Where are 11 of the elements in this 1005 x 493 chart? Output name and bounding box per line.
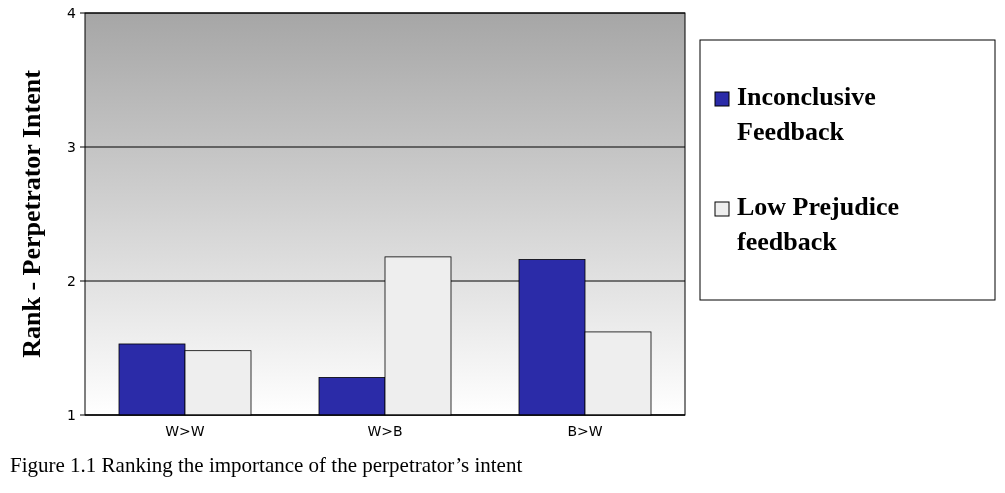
x-tick-label: W>W xyxy=(165,422,205,439)
y-tick-label: 4 xyxy=(67,4,77,21)
y-axis-title: Rank - Perpetrator Intent xyxy=(17,69,46,358)
x-tick-label: W>B xyxy=(367,422,403,439)
y-tick-label: 2 xyxy=(67,272,76,289)
legend-label: Low Prejudice feedback xyxy=(737,192,899,256)
y-tick-label: 1 xyxy=(67,406,76,423)
legend-label: Inconclusive Feedback xyxy=(737,82,876,146)
caption: Figure 1.1 Ranking the importance of the perpetrator’s intent xyxy=(10,453,523,477)
y-tick-label: 3 xyxy=(67,138,76,155)
x-tick-label: B>W xyxy=(567,422,603,439)
